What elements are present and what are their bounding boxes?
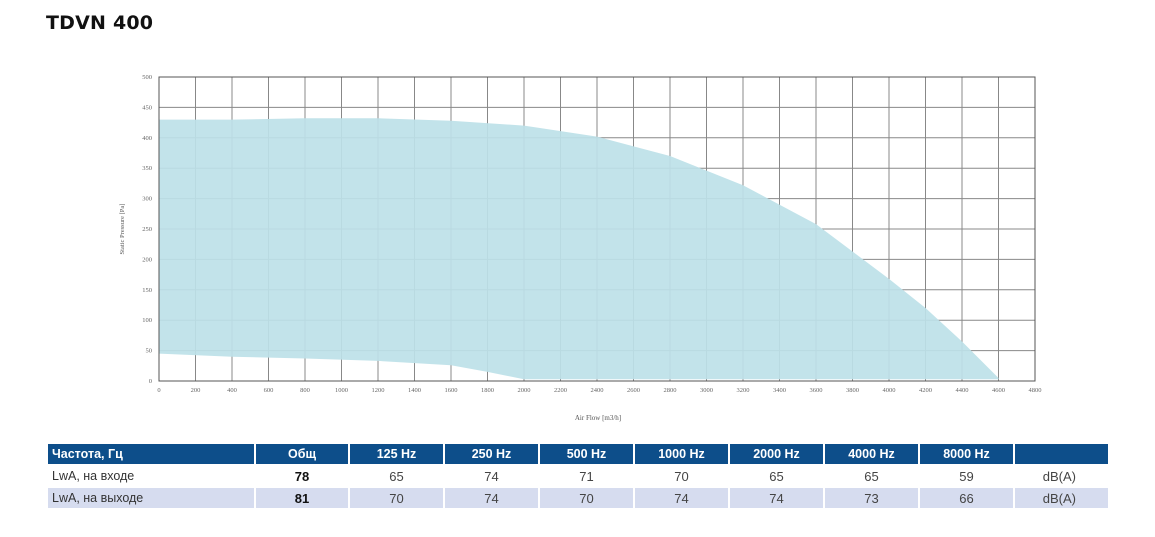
header-cell: 125 Hz bbox=[350, 444, 443, 464]
page-title: TDVN 400 bbox=[46, 12, 154, 34]
x-tick-label: 1200 bbox=[372, 387, 385, 394]
unit-cell: dB(A) bbox=[1015, 488, 1108, 508]
x-tick-label: 3600 bbox=[810, 387, 823, 394]
x-tick-label: 800 bbox=[300, 387, 310, 394]
sound-power-table: Частота, Гц Общ 125 Hz 250 Hz 500 Hz 100… bbox=[46, 442, 1110, 510]
header-cell: 4000 Hz bbox=[825, 444, 918, 464]
value-cell: 66 bbox=[920, 488, 1013, 508]
x-tick-label: 4000 bbox=[883, 387, 896, 394]
y-tick-label: 100 bbox=[142, 317, 152, 324]
header-cell: Общ bbox=[256, 444, 348, 464]
value-cell: 70 bbox=[350, 488, 443, 508]
x-tick-label: 1800 bbox=[481, 387, 494, 394]
y-tick-label: 250 bbox=[142, 226, 152, 233]
x-tick-label: 4600 bbox=[992, 387, 1005, 394]
plot-border bbox=[158, 76, 1036, 382]
value-cell: 65 bbox=[730, 466, 823, 486]
header-cell: 8000 Hz bbox=[920, 444, 1013, 464]
total-cell: 78 bbox=[256, 466, 348, 486]
x-tick-label: 600 bbox=[264, 387, 274, 394]
x-tick-label: 2400 bbox=[591, 387, 604, 394]
fan-performance-chart: 0 200 400 600 800 1000 1200 1400 1600 1800 2000 220… bbox=[119, 74, 1042, 422]
x-tick-label: 2600 bbox=[627, 387, 640, 394]
x-tick-label: 3800 bbox=[846, 387, 859, 394]
value-cell: 74 bbox=[445, 466, 538, 486]
x-tick-label: 2000 bbox=[518, 387, 531, 394]
value-cell: 74 bbox=[730, 488, 823, 508]
value-cell: 73 bbox=[825, 488, 918, 508]
header-cell: Частота, Гц bbox=[48, 444, 254, 464]
x-tick-label: 1600 bbox=[445, 387, 458, 394]
x-tick-label: 1000 bbox=[335, 387, 348, 394]
y-tick-label: 500 bbox=[142, 74, 152, 81]
y-tick-label: 350 bbox=[142, 165, 152, 172]
y-tick-label: 150 bbox=[142, 287, 152, 294]
y-tick-labels: 0 50 100 150 200 250 300 350 400 450 500 bbox=[142, 74, 152, 385]
x-tick-label: 4400 bbox=[956, 387, 969, 394]
y-tick-label: 0 bbox=[149, 378, 152, 385]
value-cell: 65 bbox=[350, 466, 443, 486]
table-header-row: Частота, Гц Общ 125 Hz 250 Hz 500 Hz 100… bbox=[48, 444, 1108, 464]
y-tick-label: 200 bbox=[142, 256, 152, 263]
y-axis-label: Static Pressure [Pa] bbox=[119, 204, 126, 255]
row-label: LwA, на входе bbox=[48, 466, 254, 486]
x-tick-label: 2800 bbox=[664, 387, 677, 394]
row-label: LwA, на выходе bbox=[48, 488, 254, 508]
y-tick-label: 300 bbox=[142, 196, 152, 203]
x-tick-label: 200 bbox=[191, 387, 201, 394]
header-cell: 500 Hz bbox=[540, 444, 633, 464]
x-tick-label: 3000 bbox=[700, 387, 713, 394]
x-tick-label: 400 bbox=[227, 387, 237, 394]
value-cell: 74 bbox=[635, 488, 728, 508]
x-tick-label: 4800 bbox=[1029, 387, 1042, 394]
header-cell: 250 Hz bbox=[445, 444, 538, 464]
value-cell: 65 bbox=[825, 466, 918, 486]
x-tick-label: 2200 bbox=[554, 387, 567, 394]
y-tick-label: 50 bbox=[146, 348, 153, 355]
value-cell: 70 bbox=[540, 488, 633, 508]
value-cell: 70 bbox=[635, 466, 728, 486]
table-row: LwA, на входе 78 65 74 71 70 65 65 59 dB… bbox=[48, 466, 1108, 486]
x-tick-label: 3200 bbox=[737, 387, 750, 394]
value-cell: 74 bbox=[445, 488, 538, 508]
table-row: LwA, на выходе 81 70 74 70 74 74 73 66 d… bbox=[48, 488, 1108, 508]
x-tick-label: 1400 bbox=[408, 387, 421, 394]
x-axis-label: Air Flow [m3/h] bbox=[575, 414, 621, 422]
header-cell: 2000 Hz bbox=[730, 444, 823, 464]
header-cell: 1000 Hz bbox=[635, 444, 728, 464]
y-tick-label: 450 bbox=[142, 104, 152, 111]
value-cell: 59 bbox=[920, 466, 1013, 486]
unit-cell: dB(A) bbox=[1015, 466, 1108, 486]
y-tick-label: 400 bbox=[142, 135, 152, 142]
x-tick-label: 0 bbox=[157, 387, 160, 394]
x-tick-labels: 0 200 400 600 800 1000 1200 1400 1600 1800 2000 220… bbox=[157, 387, 1041, 394]
value-cell: 71 bbox=[540, 466, 633, 486]
x-tick-label: 3400 bbox=[773, 387, 786, 394]
x-tick-label: 4200 bbox=[919, 387, 932, 394]
operating-area bbox=[159, 118, 999, 380]
header-cell bbox=[1015, 444, 1108, 464]
total-cell: 81 bbox=[256, 488, 348, 508]
